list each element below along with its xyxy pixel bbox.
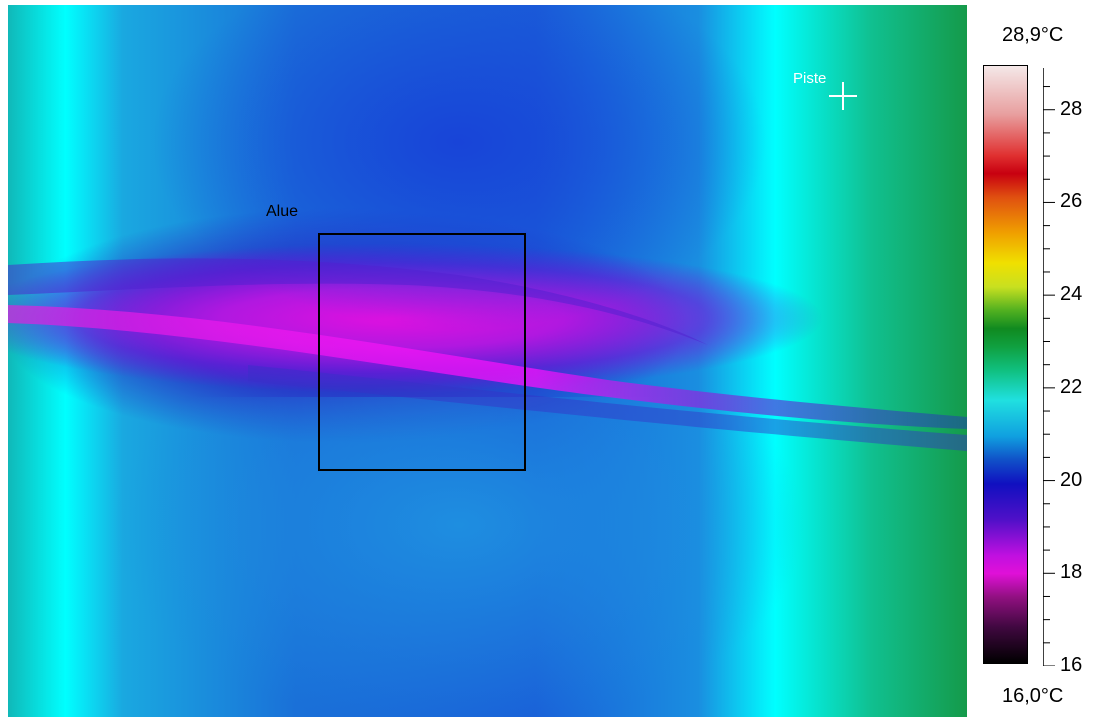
scale-min-label: 16,0°C — [1002, 685, 1064, 707]
scale-tick-label: 26 — [1060, 190, 1083, 213]
scale-axis — [1043, 68, 1055, 666]
scale-tick-label: 20 — [1060, 468, 1083, 491]
thermal-streak-overlay — [8, 258, 967, 451]
measurement-area-box[interactable] — [318, 233, 526, 471]
scale-tick-label: 22 — [1060, 375, 1083, 398]
thermal-image — [8, 5, 967, 717]
scale-max-label: 28,9°C — [1002, 24, 1064, 46]
scale-tick-label: 18 — [1060, 561, 1083, 584]
crosshair-icon[interactable] — [829, 82, 857, 110]
scale-tick-label: 28 — [1060, 97, 1083, 120]
temperature-colorbar — [983, 65, 1028, 664]
measurement-area-label: Alue — [266, 203, 299, 220]
scale-tick-label: 16 — [1060, 654, 1083, 676]
scale-tick-label: 24 — [1060, 283, 1083, 306]
measurement-spot-label: Piste — [793, 70, 827, 87]
thermal-cool-region-bottom — [8, 396, 967, 717]
